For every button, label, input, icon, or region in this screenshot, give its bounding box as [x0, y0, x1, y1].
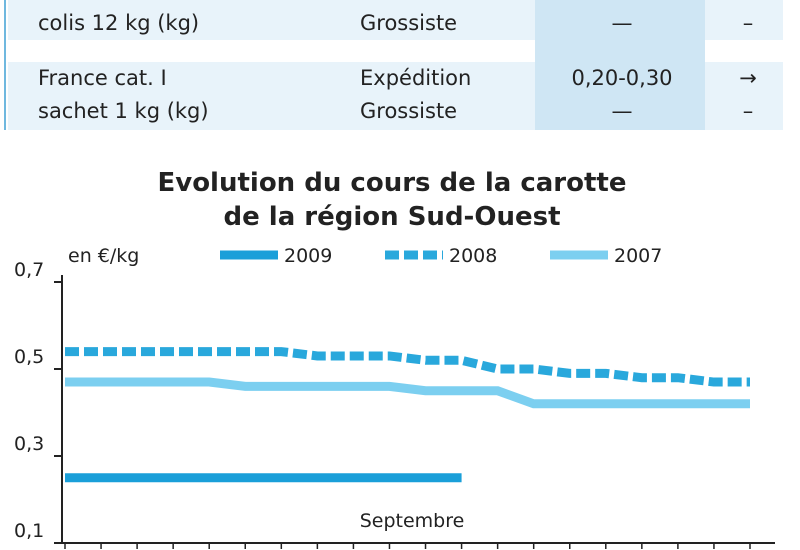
table-cell: — [612, 99, 633, 123]
y-tick-label: 0,1 [14, 520, 44, 542]
y-axis-label: en €/kg [68, 245, 139, 267]
x-axis-label: Septembre [360, 510, 465, 532]
table-cell: Expédition [360, 66, 471, 90]
table-cell: France cat. I [38, 66, 167, 90]
series-line [65, 347, 750, 387]
y-tick-label: 0,3 [14, 433, 44, 455]
table-cell: sachet 1 kg (kg) [38, 99, 209, 123]
y-tick-label: 0,5 [14, 346, 44, 368]
table-cell: – [743, 99, 754, 123]
table-cell: colis 12 kg (kg) [38, 11, 199, 35]
table-cell: Grossiste [360, 99, 457, 123]
table-cell: 0,20-0,30 [571, 66, 672, 90]
legend-label: 2009 [284, 245, 332, 267]
chart-title: Evolution du cours de la carotte [157, 168, 626, 198]
y-tick-label: 0,7 [14, 259, 44, 281]
legend-label: 2007 [614, 245, 662, 267]
table-cell: Grossiste [360, 11, 457, 35]
series-line [65, 377, 750, 409]
table-col-bg [535, 0, 705, 130]
table-cell: → [739, 66, 757, 90]
table-cell: – [743, 11, 754, 35]
legend-label: 2008 [449, 245, 497, 267]
table-cell: — [612, 11, 633, 35]
chart-title: de la région Sud-Ouest [224, 202, 561, 232]
